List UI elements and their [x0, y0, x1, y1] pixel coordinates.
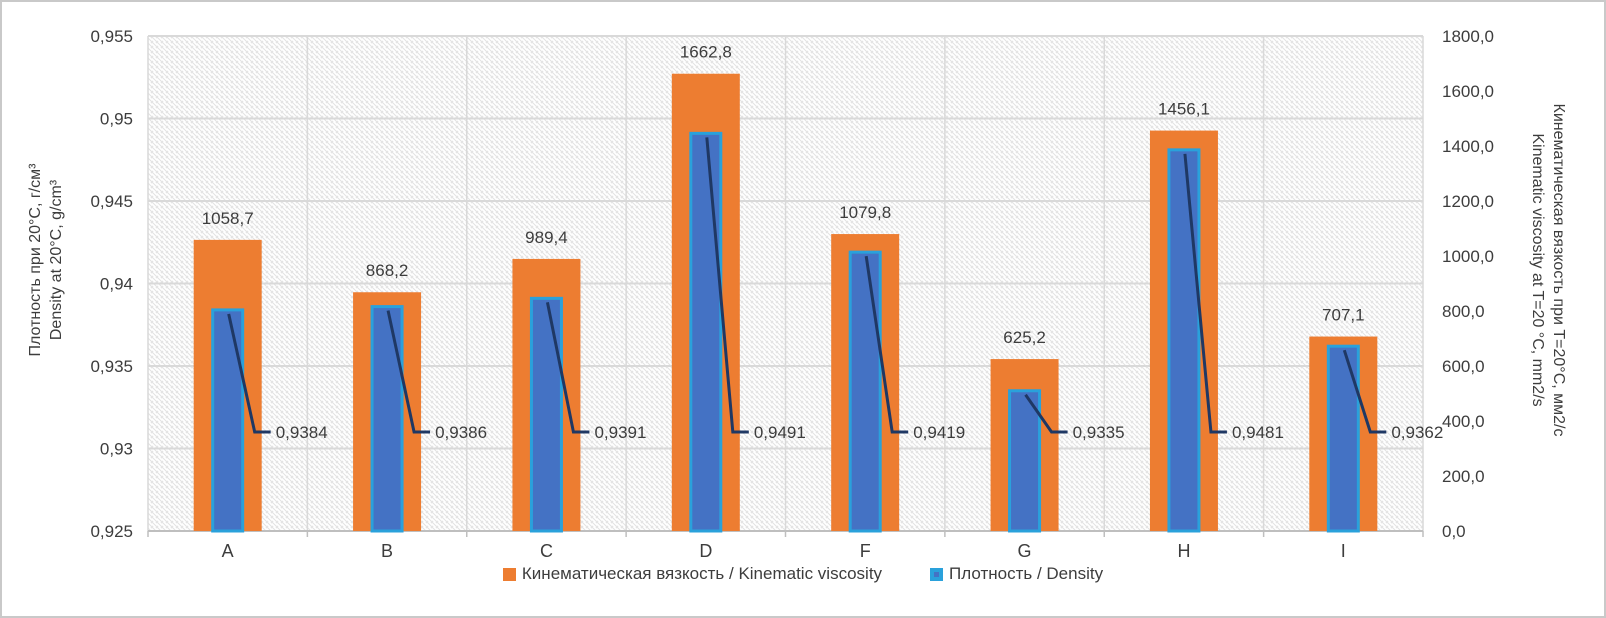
- density-bar: [1167, 148, 1201, 533]
- legend-item-density: Плотность / Density: [930, 564, 1103, 584]
- kinematic-viscosity-value-label: 989,4: [525, 228, 568, 247]
- left-axis-tick-label: 0,93: [100, 440, 133, 459]
- density-value-label: 0,9391: [594, 423, 646, 442]
- density-leader-line: [545, 302, 590, 434]
- density-leader-line: [227, 313, 271, 434]
- x-axis-category-label: H: [1177, 541, 1190, 561]
- kinematic-viscosity-value-label: 625,2: [1003, 328, 1046, 347]
- left-axis-tick-label: 0,925: [90, 522, 133, 541]
- right-axis-tick-label: 0,0: [1442, 522, 1466, 541]
- density-bar: [529, 296, 563, 533]
- density-leader-line: [386, 310, 431, 434]
- density-bar: [211, 308, 245, 533]
- right-axis-title-en: Kinematic viscosity at T=20 °C, mm2/s: [1529, 133, 1546, 407]
- legend-item-kinematic-viscosity: Кинематическая вязкость / Kinematic visc…: [502, 564, 883, 584]
- left-axis-tick-label: 0,945: [90, 192, 133, 211]
- legend-label-density: Плотность / Density: [949, 564, 1104, 583]
- x-axis-category-label: F: [860, 541, 871, 561]
- right-axis-title: Кинематическая вязкость при T=20°C, мм2/…: [1526, 104, 1568, 437]
- left-axis-tick-label: 0,955: [90, 27, 133, 46]
- density-value-label: 0,9335: [1073, 423, 1125, 442]
- kinematic-viscosity-value-label: 868,2: [366, 261, 409, 280]
- right-axis-title-ru: Кинематическая вязкость при T=20°C, мм2/…: [1549, 103, 1567, 437]
- x-axis-category-label: G: [1018, 541, 1032, 561]
- density-value-label: 0,9362: [1391, 423, 1443, 442]
- left-axis-tick-label: 0,94: [100, 275, 133, 294]
- kinematic-viscosity-value-label: 1079,8: [839, 203, 891, 222]
- right-axis-tick-label: 200,0: [1442, 467, 1485, 486]
- left-axis-tick-label: 0,935: [90, 357, 133, 376]
- legend-label-kinematic-viscosity: Кинематическая вязкость / Kinematic visc…: [521, 564, 883, 583]
- density-value-label: 0,9384: [276, 423, 328, 442]
- left-axis-title-ru: Плотность при 20°C, г/см³: [27, 163, 45, 357]
- legend-marker-viscosity-icon: [502, 567, 516, 581]
- density-bar: [1326, 344, 1360, 533]
- density-leader-line: [1024, 393, 1068, 434]
- density-leader-line: [864, 255, 909, 434]
- x-axis-category-label: I: [1341, 541, 1346, 561]
- right-axis-tick-label: 600,0: [1442, 357, 1485, 376]
- x-axis-category-label: B: [381, 541, 393, 561]
- density-leader-line: [705, 137, 749, 434]
- kinematic-viscosity-value-label: 1058,7: [202, 209, 254, 228]
- kinematic-viscosity-value-label: 707,1: [1322, 306, 1365, 325]
- right-axis-tick-label: 800,0: [1442, 302, 1485, 321]
- density-bar: [1008, 389, 1042, 533]
- right-axis-tick-label: 1000,0: [1442, 247, 1494, 266]
- density-bar: [370, 305, 404, 533]
- density-value-label: 0,9481: [1232, 423, 1284, 442]
- density-value-label: 0,9491: [754, 423, 806, 442]
- density-value-label: 0,9419: [913, 423, 965, 442]
- kinematic-viscosity-value-label: 1456,1: [1158, 100, 1210, 119]
- left-axis-tick-label: 0,95: [100, 110, 133, 129]
- density-value-label: 0,9386: [435, 423, 487, 442]
- kinematic-viscosity-value-label: 1662,8: [680, 43, 732, 62]
- density-bar: [689, 131, 723, 533]
- density-bar: [848, 250, 882, 533]
- x-axis-category-label: D: [699, 541, 712, 561]
- x-axis-category-label: C: [540, 541, 553, 561]
- right-axis-tick-label: 1800,0: [1442, 27, 1494, 46]
- density-leader-line: [1183, 153, 1227, 434]
- left-axis-title: Плотность при 20°C, г/см³ Density at 20°…: [26, 164, 68, 357]
- right-axis-tick-label: 400,0: [1442, 412, 1485, 431]
- x-axis-category-label: A: [222, 541, 234, 561]
- right-axis-tick-label: 1200,0: [1442, 192, 1494, 211]
- right-axis-tick-label: 1600,0: [1442, 82, 1494, 101]
- chart-legend: Кинематическая вязкость / Kinematic visc…: [2, 564, 1604, 584]
- left-axis-title-en: Density at 20°C, g/cm³: [48, 179, 65, 341]
- legend-marker-density-icon: [930, 567, 944, 581]
- right-axis-tick-label: 1400,0: [1442, 137, 1494, 156]
- density-leader-line: [1342, 349, 1387, 434]
